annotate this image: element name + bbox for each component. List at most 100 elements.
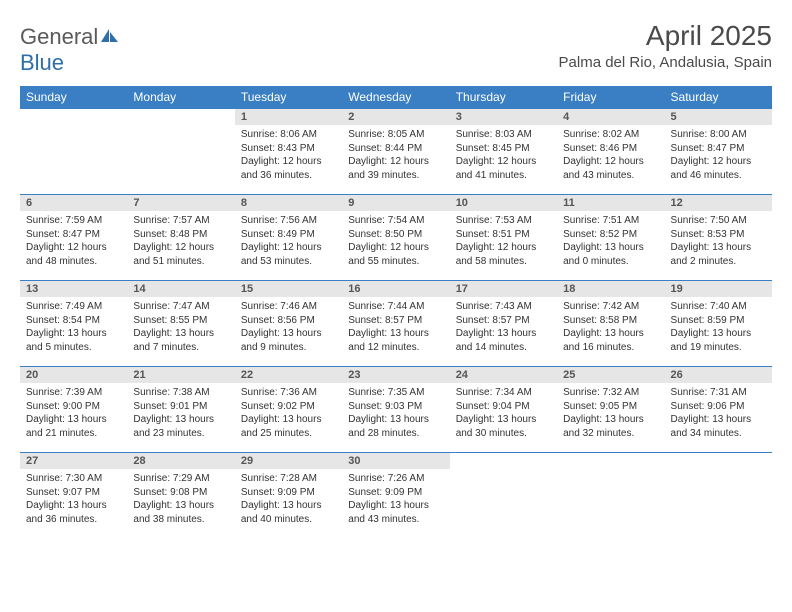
sunrise-line: Sunrise: 7:34 AM: [456, 386, 551, 400]
day-number: 17: [450, 281, 557, 297]
calendar-day-cell: .: [557, 453, 664, 539]
day-details: Sunrise: 7:31 AMSunset: 9:06 PMDaylight:…: [665, 383, 772, 443]
day-number: 10: [450, 195, 557, 211]
day-number: 5: [665, 109, 772, 125]
day-details: Sunrise: 7:59 AMSunset: 8:47 PMDaylight:…: [20, 211, 127, 271]
weekday-header: Friday: [557, 86, 664, 109]
sunrise-line: Sunrise: 7:29 AM: [133, 472, 228, 486]
day-number: 19: [665, 281, 772, 297]
sunset-line: Sunset: 9:01 PM: [133, 400, 228, 414]
calendar-day-cell: 8Sunrise: 7:56 AMSunset: 8:49 PMDaylight…: [235, 195, 342, 281]
page-title: April 2025: [559, 20, 772, 52]
daylight-line: Daylight: 13 hours and 16 minutes.: [563, 327, 658, 354]
sunset-line: Sunset: 9:03 PM: [348, 400, 443, 414]
title-block: April 2025 Palma del Rio, Andalusia, Spa…: [559, 20, 772, 71]
logo-text: GeneralBlue: [20, 24, 120, 76]
calendar-day-cell: 28Sunrise: 7:29 AMSunset: 9:08 PMDayligh…: [127, 453, 234, 539]
daylight-line: Daylight: 13 hours and 7 minutes.: [133, 327, 228, 354]
day-number: 27: [20, 453, 127, 469]
daylight-line: Daylight: 13 hours and 2 minutes.: [671, 241, 766, 268]
day-number: 16: [342, 281, 449, 297]
calendar-day-cell: 23Sunrise: 7:35 AMSunset: 9:03 PMDayligh…: [342, 367, 449, 453]
sunset-line: Sunset: 8:56 PM: [241, 314, 336, 328]
sunset-line: Sunset: 8:51 PM: [456, 228, 551, 242]
day-number: 13: [20, 281, 127, 297]
daylight-line: Daylight: 13 hours and 25 minutes.: [241, 413, 336, 440]
sunset-line: Sunset: 8:53 PM: [671, 228, 766, 242]
calendar-week-row: 6Sunrise: 7:59 AMSunset: 8:47 PMDaylight…: [20, 195, 772, 281]
daylight-line: Daylight: 13 hours and 40 minutes.: [241, 499, 336, 526]
header: GeneralBlue April 2025 Palma del Rio, An…: [20, 20, 772, 76]
sunrise-line: Sunrise: 7:46 AM: [241, 300, 336, 314]
sunset-line: Sunset: 9:00 PM: [26, 400, 121, 414]
sunset-line: Sunset: 8:45 PM: [456, 142, 551, 156]
sunrise-line: Sunrise: 7:49 AM: [26, 300, 121, 314]
sunrise-line: Sunrise: 7:40 AM: [671, 300, 766, 314]
day-details: Sunrise: 8:00 AMSunset: 8:47 PMDaylight:…: [665, 125, 772, 185]
day-details: Sunrise: 7:38 AMSunset: 9:01 PMDaylight:…: [127, 383, 234, 443]
calendar-day-cell: 5Sunrise: 8:00 AMSunset: 8:47 PMDaylight…: [665, 109, 772, 195]
day-details: Sunrise: 7:30 AMSunset: 9:07 PMDaylight:…: [20, 469, 127, 529]
sunset-line: Sunset: 9:09 PM: [241, 486, 336, 500]
daylight-line: Daylight: 13 hours and 0 minutes.: [563, 241, 658, 268]
daylight-line: Daylight: 13 hours and 32 minutes.: [563, 413, 658, 440]
sunset-line: Sunset: 8:47 PM: [26, 228, 121, 242]
calendar-day-cell: 14Sunrise: 7:47 AMSunset: 8:55 PMDayligh…: [127, 281, 234, 367]
daylight-line: Daylight: 12 hours and 39 minutes.: [348, 155, 443, 182]
day-number: 18: [557, 281, 664, 297]
day-number: 7: [127, 195, 234, 211]
day-details: Sunrise: 7:40 AMSunset: 8:59 PMDaylight:…: [665, 297, 772, 357]
sunset-line: Sunset: 8:55 PM: [133, 314, 228, 328]
calendar-day-cell: 15Sunrise: 7:46 AMSunset: 8:56 PMDayligh…: [235, 281, 342, 367]
daylight-line: Daylight: 12 hours and 51 minutes.: [133, 241, 228, 268]
day-details: Sunrise: 7:32 AMSunset: 9:05 PMDaylight:…: [557, 383, 664, 443]
calendar-day-cell: 7Sunrise: 7:57 AMSunset: 8:48 PMDaylight…: [127, 195, 234, 281]
day-details: Sunrise: 7:26 AMSunset: 9:09 PMDaylight:…: [342, 469, 449, 529]
day-details: Sunrise: 8:05 AMSunset: 8:44 PMDaylight:…: [342, 125, 449, 185]
weekday-header: Saturday: [665, 86, 772, 109]
daylight-line: Daylight: 12 hours and 43 minutes.: [563, 155, 658, 182]
day-number: 21: [127, 367, 234, 383]
sunrise-line: Sunrise: 7:36 AM: [241, 386, 336, 400]
sunset-line: Sunset: 8:59 PM: [671, 314, 766, 328]
day-details: Sunrise: 7:53 AMSunset: 8:51 PMDaylight:…: [450, 211, 557, 271]
day-number: 6: [20, 195, 127, 211]
sunrise-line: Sunrise: 7:53 AM: [456, 214, 551, 228]
sunrise-line: Sunrise: 8:06 AM: [241, 128, 336, 142]
calendar-day-cell: 27Sunrise: 7:30 AMSunset: 9:07 PMDayligh…: [20, 453, 127, 539]
daylight-line: Daylight: 13 hours and 36 minutes.: [26, 499, 121, 526]
day-number: 24: [450, 367, 557, 383]
day-details: Sunrise: 7:34 AMSunset: 9:04 PMDaylight:…: [450, 383, 557, 443]
logo-word1: General: [20, 24, 98, 49]
day-details: Sunrise: 7:54 AMSunset: 8:50 PMDaylight:…: [342, 211, 449, 271]
daylight-line: Daylight: 13 hours and 30 minutes.: [456, 413, 551, 440]
sunset-line: Sunset: 9:05 PM: [563, 400, 658, 414]
sunrise-line: Sunrise: 7:26 AM: [348, 472, 443, 486]
daylight-line: Daylight: 13 hours and 12 minutes.: [348, 327, 443, 354]
day-details: Sunrise: 7:42 AMSunset: 8:58 PMDaylight:…: [557, 297, 664, 357]
calendar-day-cell: 22Sunrise: 7:36 AMSunset: 9:02 PMDayligh…: [235, 367, 342, 453]
day-number: 22: [235, 367, 342, 383]
calendar-day-cell: 21Sunrise: 7:38 AMSunset: 9:01 PMDayligh…: [127, 367, 234, 453]
calendar-day-cell: 18Sunrise: 7:42 AMSunset: 8:58 PMDayligh…: [557, 281, 664, 367]
day-details: Sunrise: 7:50 AMSunset: 8:53 PMDaylight:…: [665, 211, 772, 271]
sunset-line: Sunset: 9:08 PM: [133, 486, 228, 500]
calendar-day-cell: 30Sunrise: 7:26 AMSunset: 9:09 PMDayligh…: [342, 453, 449, 539]
sunrise-line: Sunrise: 8:02 AM: [563, 128, 658, 142]
calendar-day-cell: 25Sunrise: 7:32 AMSunset: 9:05 PMDayligh…: [557, 367, 664, 453]
day-number: 15: [235, 281, 342, 297]
day-details: Sunrise: 7:29 AMSunset: 9:08 PMDaylight:…: [127, 469, 234, 529]
sunrise-line: Sunrise: 7:35 AM: [348, 386, 443, 400]
daylight-line: Daylight: 13 hours and 21 minutes.: [26, 413, 121, 440]
day-number: 14: [127, 281, 234, 297]
day-number: 9: [342, 195, 449, 211]
day-number: 30: [342, 453, 449, 469]
daylight-line: Daylight: 12 hours and 36 minutes.: [241, 155, 336, 182]
day-details: Sunrise: 8:02 AMSunset: 8:46 PMDaylight:…: [557, 125, 664, 185]
weekday-header: Monday: [127, 86, 234, 109]
sunrise-line: Sunrise: 7:43 AM: [456, 300, 551, 314]
daylight-line: Daylight: 12 hours and 53 minutes.: [241, 241, 336, 268]
day-number: 26: [665, 367, 772, 383]
day-details: Sunrise: 7:44 AMSunset: 8:57 PMDaylight:…: [342, 297, 449, 357]
day-number: 1: [235, 109, 342, 125]
